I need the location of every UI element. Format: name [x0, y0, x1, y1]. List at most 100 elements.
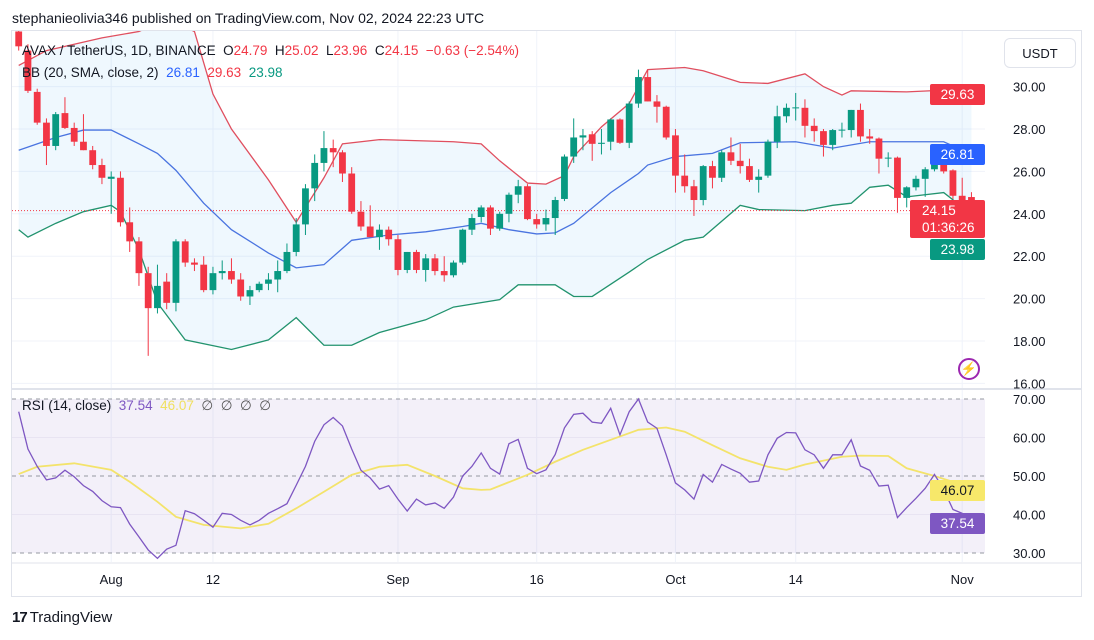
- candle-body: [339, 152, 346, 174]
- candle-body: [228, 271, 235, 280]
- candle-body: [496, 213, 504, 229]
- candle-body: [450, 262, 457, 276]
- candle: [764, 139, 772, 178]
- candle-body: [385, 229, 393, 240]
- rsi-line: [18, 397, 972, 560]
- rsi-extra-1: ∅: [201, 398, 214, 413]
- candle-body: [829, 130, 837, 145]
- candle-body: [292, 224, 300, 252]
- candle-body: [616, 119, 624, 143]
- currency-button[interactable]: USDT: [1004, 38, 1076, 68]
- candle: [52, 112, 60, 151]
- candle-body: [246, 290, 254, 297]
- time-axis-label: Sep: [386, 572, 409, 587]
- candle: [459, 228, 467, 265]
- lightning-icon[interactable]: ⚡: [958, 358, 980, 380]
- chart-frame: [11, 30, 1082, 597]
- candle-body: [144, 273, 152, 309]
- candle-body: [709, 166, 716, 178]
- candle-body: [163, 281, 171, 303]
- candle: [98, 158, 106, 185]
- candle: [829, 129, 837, 151]
- tradingview-logo[interactable]: 17 TradingView: [12, 609, 112, 626]
- bb-upper-tag: 29.63: [930, 84, 985, 105]
- price-axis-label: 20.00: [1013, 292, 1046, 307]
- price-axis-label: 18.00: [1013, 334, 1046, 349]
- candle: [792, 92, 800, 121]
- candle: [894, 156, 901, 213]
- candle: [394, 235, 402, 276]
- candle: [681, 154, 689, 193]
- candle: [440, 256, 448, 282]
- candle: [588, 131, 596, 161]
- candle-body: [265, 279, 272, 284]
- candle-body: [681, 175, 689, 187]
- candle-body: [561, 156, 568, 199]
- candle: [783, 103, 790, 123]
- candle: [422, 254, 430, 282]
- close-value: 24.15: [384, 43, 419, 58]
- candle: [366, 205, 374, 238]
- candle: [875, 137, 883, 174]
- rsi-ma-value: 46.07: [160, 398, 194, 413]
- candle-body: [690, 186, 698, 201]
- rsi-legend[interactable]: RSI (14, close) 37.54 46.07 ∅ ∅ ∅ ∅: [22, 398, 271, 414]
- low-value: 23.96: [333, 43, 368, 58]
- candle-body: [866, 136, 874, 139]
- candle: [450, 260, 457, 278]
- candle-body: [949, 170, 957, 196]
- candle: [43, 118, 50, 166]
- candle: [949, 169, 957, 199]
- candle-body: [487, 207, 494, 229]
- candle-body: [200, 264, 208, 291]
- candle-body: [736, 160, 744, 167]
- bb-upper-line: [18, 31, 972, 224]
- candle: [385, 226, 393, 246]
- time-axis-label: 16: [529, 572, 543, 587]
- bb-legend[interactable]: BB (20, SMA, close, 2) 26.81 29.63 23.98: [22, 65, 283, 80]
- candle-body: [884, 157, 892, 159]
- candle-body: [958, 195, 966, 202]
- candle-body: [625, 103, 633, 143]
- candle-body: [348, 173, 356, 212]
- candle-body: [699, 166, 707, 201]
- symbol-name: AVAX / TetherUS, 1D, BINANCE: [22, 43, 216, 58]
- candle: [163, 273, 171, 310]
- candle-body: [551, 200, 559, 219]
- candle: [292, 218, 300, 257]
- candle: [265, 273, 272, 291]
- candle-body: [302, 188, 309, 225]
- rsi-pane[interactable]: [12, 397, 985, 560]
- candle-body: [857, 109, 864, 137]
- candle-body: [718, 152, 726, 178]
- candle-body: [588, 134, 596, 144]
- low-label: L: [325, 43, 334, 58]
- rsi-label: RSI (14, close): [22, 398, 112, 413]
- candle-body: [672, 135, 679, 176]
- candle: [218, 260, 226, 280]
- candle: [884, 152, 892, 168]
- candle-body: [644, 77, 652, 102]
- bb-label: BB (20, SMA, close, 2): [22, 65, 159, 80]
- candle: [172, 239, 180, 312]
- candle: [117, 171, 124, 227]
- symbol-legend[interactable]: AVAX / TetherUS, 1D, BINANCE O24.79 H25.…: [22, 43, 519, 58]
- candle: [200, 256, 208, 293]
- candle-body: [746, 166, 753, 180]
- candle-body: [459, 229, 467, 263]
- bb-basis-value: 26.81: [166, 65, 200, 80]
- candle: [209, 266, 217, 295]
- candle-body: [764, 141, 772, 176]
- grid-lines: [12, 31, 985, 562]
- price-axis-label: 30.00: [1013, 80, 1046, 95]
- rsi-ma-line: [18, 426, 972, 530]
- candle-body: [24, 50, 32, 91]
- axes: 30.00 28.00 26.00 24.00 22.00 20.00 18.00 16.00…: [100, 80, 1046, 587]
- candle-body: [52, 114, 60, 146]
- price-pane[interactable]: [12, 19, 985, 356]
- candle: [801, 99, 809, 138]
- candle: [302, 184, 309, 235]
- candle: [357, 201, 365, 231]
- candle-body: [126, 222, 134, 242]
